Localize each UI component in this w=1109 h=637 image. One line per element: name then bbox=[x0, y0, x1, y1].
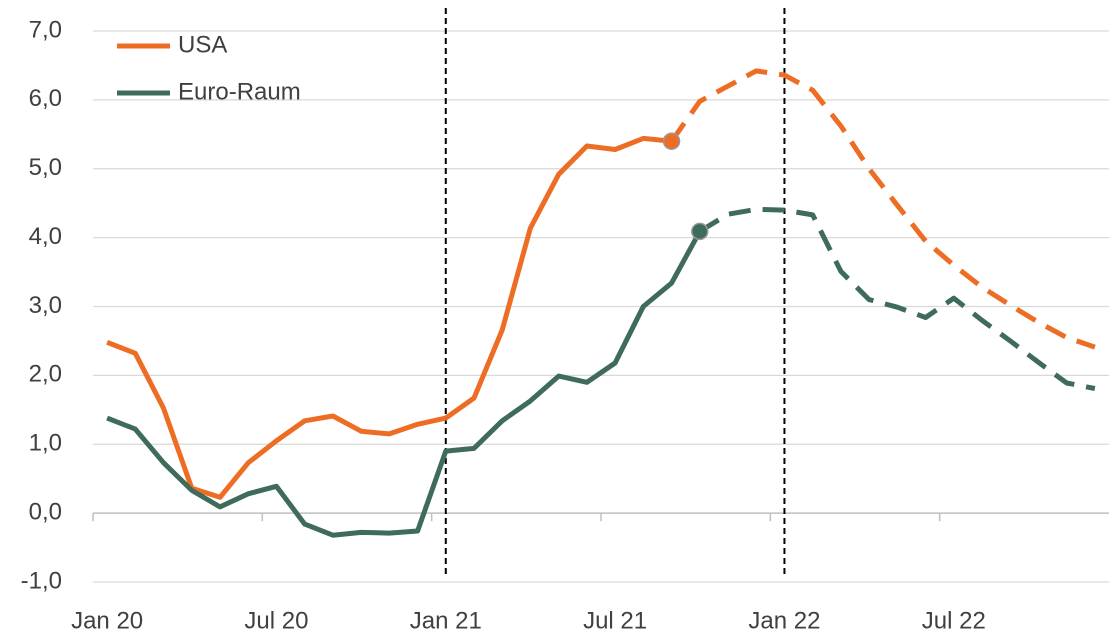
series-line bbox=[698, 206, 1096, 391]
point-marker bbox=[691, 222, 709, 241]
y-tick-label: 3,0 bbox=[29, 292, 62, 319]
x-tick-label: Jul 21 bbox=[583, 607, 647, 634]
y-tick-label: 6,0 bbox=[29, 85, 62, 112]
y-tick-label: -1,0 bbox=[21, 567, 62, 594]
x-tick-label: Jul 22 bbox=[922, 607, 986, 634]
y-tick-label: 7,0 bbox=[29, 16, 62, 43]
x-tick-label: Jan 21 bbox=[410, 607, 482, 634]
y-tick-label: 5,0 bbox=[29, 154, 62, 181]
legend-label: Euro-Raum bbox=[178, 78, 301, 105]
y-tick-label: 4,0 bbox=[29, 223, 62, 250]
point-marker bbox=[662, 132, 681, 150]
series-line bbox=[106, 135, 672, 500]
x-tick-label: Jan 22 bbox=[748, 607, 820, 634]
series-line bbox=[106, 230, 702, 538]
x-tick-label: Jul 20 bbox=[244, 607, 308, 634]
y-tick-label: 2,0 bbox=[29, 361, 62, 388]
x-tick-label: Jan 20 bbox=[71, 607, 143, 634]
y-tick-label: 0,0 bbox=[29, 498, 62, 525]
legend-label: USA bbox=[178, 31, 227, 58]
series-line bbox=[669, 68, 1096, 350]
y-tick-label: 1,0 bbox=[29, 430, 62, 457]
